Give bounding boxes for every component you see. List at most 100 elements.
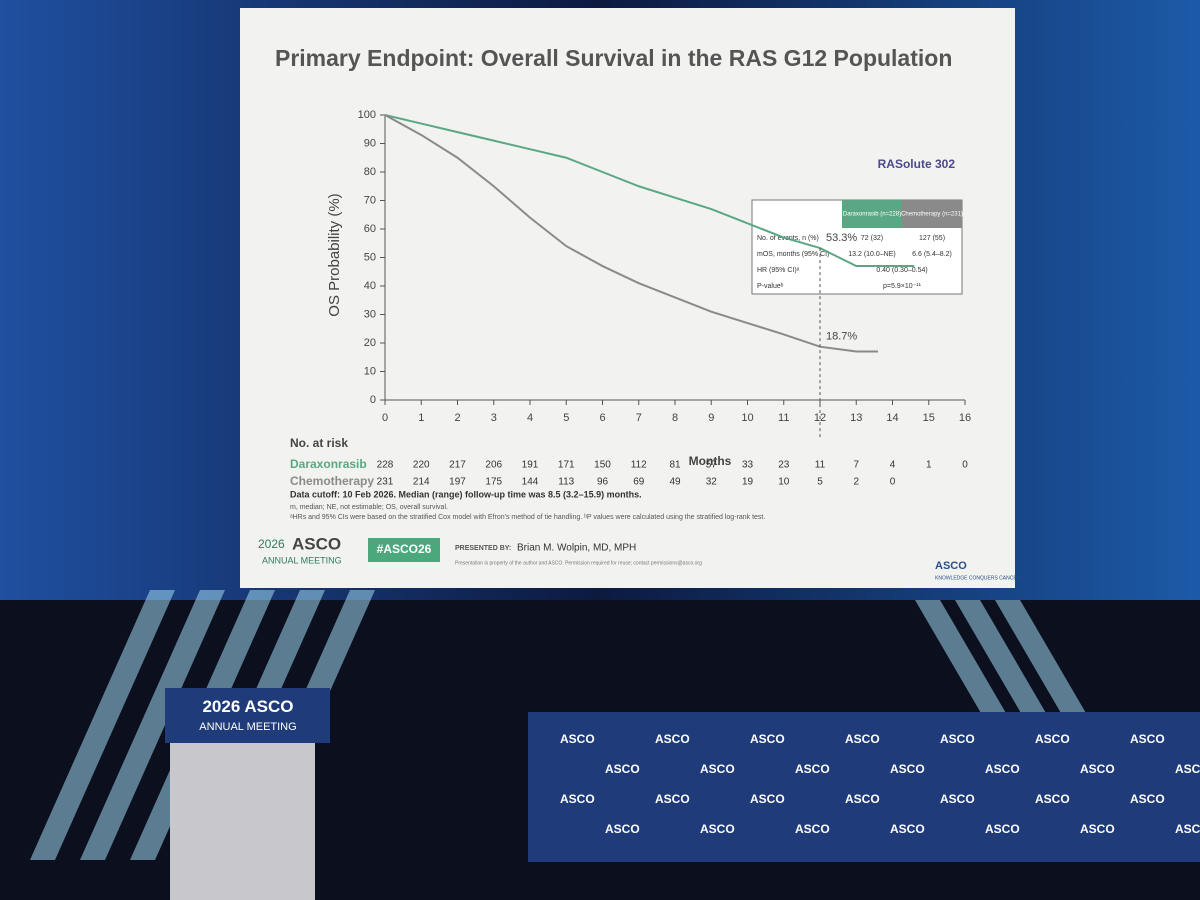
x-tick-label: 2 — [454, 412, 460, 424]
risk-count: 32 — [706, 477, 718, 488]
skirt-logo: ASCO — [1080, 762, 1115, 776]
x-tick-label: 7 — [636, 412, 642, 424]
skirt-logo: ASCO — [890, 822, 925, 836]
skirt-logo: ASCO — [890, 762, 925, 776]
x-tick-label: 13 — [850, 412, 862, 424]
risk-count: 5 — [817, 477, 823, 488]
risk-count: 69 — [633, 477, 645, 488]
skirt-logo: ASCO — [845, 792, 880, 806]
x-tick-label: 9 — [708, 412, 714, 424]
row-cell: 72 (32) — [861, 235, 883, 242]
y-tick-label: 0 — [370, 394, 376, 406]
risk-row-name: Chemotherapy — [290, 474, 374, 488]
x-axis-label: Months — [689, 454, 732, 468]
risk-count: 7 — [853, 460, 859, 471]
podium-logo: 2026 ASCO — [202, 697, 293, 716]
skirt-logo: ASCO — [605, 822, 640, 836]
row-cell: 0.40 (0.30–0.54) — [876, 267, 927, 274]
risk-row-name: Daraxonrasib — [290, 457, 367, 471]
risk-count: 150 — [594, 460, 611, 471]
org: ASCO — [935, 560, 967, 572]
skirt-logo: ASCO — [1175, 822, 1200, 836]
y-tick-label: 80 — [364, 166, 376, 178]
skirt-logo: ASCO — [560, 732, 595, 746]
risk-count: 206 — [485, 460, 502, 471]
y-tick-label: 90 — [364, 137, 376, 149]
column-label: Daraxonrasib (n=228) — [843, 212, 901, 218]
risk-count: 144 — [522, 477, 539, 488]
skirt-logo: ASCO — [985, 822, 1020, 836]
y-tick-label: 40 — [364, 280, 376, 292]
annotation: 53.3% — [826, 232, 857, 244]
podium-name: ASCO — [244, 697, 293, 716]
risk-count: 4 — [890, 460, 896, 471]
column-label: Chemotherapy (n=231) — [901, 212, 963, 218]
footnote: ᵃHRs and 95% CIs were based on the strat… — [290, 514, 765, 521]
x-tick-label: 4 — [527, 412, 533, 424]
hashtag-box — [368, 538, 440, 562]
risk-count: 81 — [669, 460, 681, 471]
skirt-logo: ASCO — [605, 762, 640, 776]
x-tick-label: 6 — [599, 412, 605, 424]
skirt-logo: ASCO — [700, 762, 735, 776]
slide — [240, 8, 1015, 588]
risk-count: 175 — [485, 477, 502, 488]
risk-count: 33 — [742, 460, 754, 471]
notice: Presentation is property of the author a… — [455, 560, 702, 566]
podium-sub: ANNUAL MEETING — [199, 721, 296, 733]
survival-curve — [384, 114, 878, 353]
x-tick-label: 5 — [563, 412, 569, 424]
survival-curve — [384, 114, 915, 268]
risk-count: 96 — [597, 477, 609, 488]
y-tick-label: 100 — [358, 109, 376, 121]
risk-count: 220 — [413, 460, 430, 471]
skirt-logo: ASCO — [985, 762, 1020, 776]
risk-count: 1 — [926, 460, 932, 471]
podium-body — [170, 740, 315, 900]
x-tick-label: 8 — [672, 412, 678, 424]
meeting-name: ASCO — [292, 534, 341, 553]
y-tick-label: 10 — [364, 365, 376, 377]
row-label: mOS, months (95% CI) — [757, 251, 829, 258]
skirt-logo: ASCO — [750, 732, 785, 746]
column-head — [842, 200, 902, 228]
meeting-sub: ANNUAL MEETING — [262, 555, 342, 565]
meeting-year: 2026 — [258, 537, 285, 551]
x-tick-label: 10 — [741, 412, 753, 424]
risk-count: 217 — [449, 460, 466, 471]
skirt-logo: ASCO — [1175, 762, 1200, 776]
risk-count: 113 — [558, 477, 574, 488]
skirt-logo: ASCO — [750, 792, 785, 806]
skirt-logo: ASCO — [1130, 732, 1165, 746]
y-tick-label: 60 — [364, 223, 376, 235]
y-tick-label: 70 — [364, 194, 376, 206]
x-tick-label: 15 — [923, 412, 935, 424]
skirt-logo: ASCO — [1035, 792, 1070, 806]
risk-count: 0 — [962, 460, 968, 471]
skirt-logo: ASCO — [655, 792, 690, 806]
y-tick-label: 30 — [364, 308, 376, 320]
chart-title: Primary Endpoint: Overall Survival in th… — [275, 45, 952, 71]
risk-count: 10 — [778, 477, 790, 488]
presenter: Brian M. Wolpin, MD, MPH — [517, 543, 636, 554]
row-cell: 127 (55) — [919, 235, 945, 242]
x-tick-label: 11 — [778, 412, 789, 424]
skirt-logo: ASCO — [700, 822, 735, 836]
risk-count: 214 — [413, 477, 430, 488]
x-tick-label: 1 — [418, 412, 424, 424]
risk-count: 231 — [377, 477, 394, 488]
skirt-logo: ASCO — [560, 792, 595, 806]
row-label: HR (95% CI)ᵃ — [757, 267, 800, 274]
skirt-logo: ASCO — [795, 822, 830, 836]
skirt-logo: ASCO — [845, 732, 880, 746]
study-logo: RASolute 302 — [878, 157, 956, 171]
footnote: Data cutoff: 10 Feb 2026. Median (range)… — [290, 489, 642, 499]
footer: Data cutoff: 10 Feb 2026. Median (range)… — [258, 489, 1021, 581]
risk-count: 23 — [778, 460, 790, 471]
column-head — [902, 200, 962, 228]
risk-count: 49 — [669, 477, 681, 488]
presented-by: PRESENTED BY: — [455, 545, 511, 552]
skirt-logo: ASCO — [1080, 822, 1115, 836]
x-tick-label: 0 — [382, 412, 388, 424]
